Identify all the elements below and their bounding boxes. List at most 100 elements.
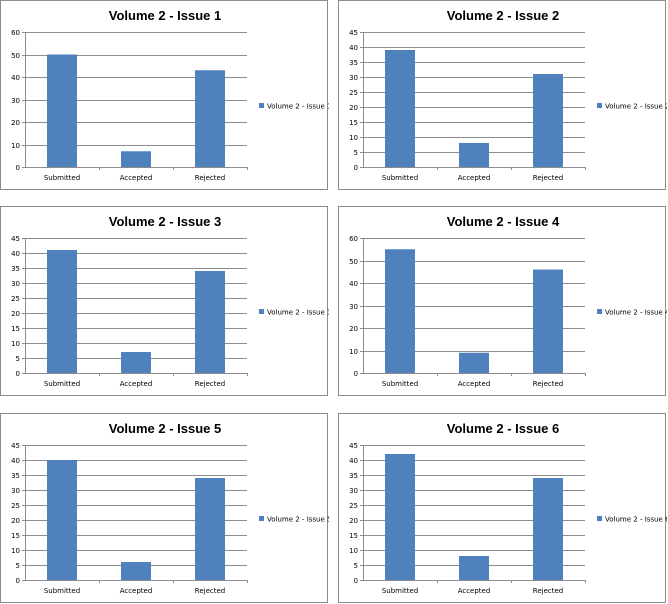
chart-title: Volume 2 - Issue 5 bbox=[109, 421, 221, 436]
y-tick-label: 20 bbox=[11, 119, 20, 127]
x-tick-label: Submitted bbox=[44, 587, 80, 595]
y-tick-label: 25 bbox=[11, 295, 20, 303]
bar-accepted bbox=[459, 352, 489, 373]
y-tick-label: 30 bbox=[11, 280, 20, 288]
y-tick-label: 10 bbox=[11, 340, 20, 348]
y-tick-label: 0 bbox=[354, 577, 358, 585]
y-tick-label: 40 bbox=[349, 280, 358, 288]
y-tick-label: 15 bbox=[11, 532, 20, 540]
y-tick-label: 50 bbox=[349, 258, 358, 266]
bar-chart: Volume 2 - Issue 4 0 10 20 30 40 50 60 Submitted… bbox=[349, 214, 667, 388]
bar-chart: Volume 2 - Issue 5 0 5 10 15 20 25 30 35 40 45 Subm… bbox=[11, 421, 329, 595]
bar-chart: Volume 2 - Issue 3 0 5 10 15 20 25 30 35 40 45 Subm… bbox=[11, 214, 329, 388]
y-tick-label: 40 bbox=[11, 457, 20, 465]
y-tick-label: 35 bbox=[349, 59, 358, 67]
chart-panel: Volume 2 - Issue 5 0 5 10 15 20 25 30 35 40 45 Subm… bbox=[0, 413, 329, 603]
bar-chart: Volume 2 - Issue 2 0 5 10 15 20 25 30 35 40 45 Subm… bbox=[349, 8, 667, 182]
y-tick-label: 30 bbox=[349, 74, 358, 82]
bar-submitted bbox=[47, 54, 77, 167]
y-tick-label: 15 bbox=[349, 119, 358, 127]
y-tick-label: 30 bbox=[349, 303, 358, 311]
legend-label: Volume 2 - Issue 5 bbox=[267, 516, 329, 524]
y-tick-label: 0 bbox=[16, 577, 20, 585]
legend-label: Volume 2 - Issue 2 bbox=[605, 103, 667, 111]
x-tick-label: Submitted bbox=[44, 380, 80, 388]
bar-rejected bbox=[195, 271, 225, 373]
bar-rejected bbox=[533, 269, 563, 373]
x-tick-label: Rejected bbox=[533, 174, 563, 182]
y-tick-label: 60 bbox=[11, 29, 20, 37]
legend-swatch bbox=[597, 516, 602, 521]
legend-label: Volume 2 - Issue 4 bbox=[605, 309, 667, 317]
y-tick-label: 10 bbox=[349, 547, 358, 555]
legend-label: Volume 2 - Issue 3 bbox=[267, 309, 329, 317]
y-tick-label: 0 bbox=[16, 370, 20, 378]
y-tick-label: 0 bbox=[16, 164, 20, 172]
chart-title: Volume 2 - Issue 2 bbox=[447, 8, 559, 23]
bar-accepted bbox=[459, 556, 489, 580]
y-tick-label: 40 bbox=[349, 457, 358, 465]
y-tick-label: 45 bbox=[11, 442, 20, 450]
bar-submitted bbox=[47, 250, 77, 373]
legend: Volume 2 - Issue 3 bbox=[259, 309, 329, 317]
x-tick-label: Rejected bbox=[533, 380, 563, 388]
legend-swatch bbox=[597, 103, 602, 108]
y-tick-label: 20 bbox=[11, 310, 20, 318]
legend: Volume 2 - Issue 5 bbox=[259, 516, 329, 524]
y-tick-label: 35 bbox=[11, 265, 20, 273]
chart-title: Volume 2 - Issue 3 bbox=[109, 214, 221, 229]
chart-panel: Volume 2 - Issue 2 0 5 10 15 20 25 30 35 40 45 Subm… bbox=[338, 0, 667, 190]
bar-accepted bbox=[121, 151, 151, 167]
y-tick-label: 5 bbox=[16, 562, 20, 570]
y-tick-label: 10 bbox=[349, 134, 358, 142]
y-tick-label: 45 bbox=[11, 235, 20, 243]
legend: Volume 2 - Issue 2 bbox=[597, 103, 667, 111]
bar-submitted bbox=[385, 454, 415, 580]
y-tick-label: 30 bbox=[349, 487, 358, 495]
chart-panel: Volume 2 - Issue 4 0 10 20 30 40 50 60 Submitted… bbox=[338, 206, 667, 396]
y-tick-label: 45 bbox=[349, 29, 358, 37]
y-tick-label: 40 bbox=[11, 74, 20, 82]
x-tick-label: Accepted bbox=[120, 174, 153, 182]
chart-title: Volume 2 - Issue 4 bbox=[447, 214, 560, 229]
chart-panel: Volume 2 - Issue 3 0 5 10 15 20 25 30 35 40 45 Subm… bbox=[0, 206, 329, 396]
y-tick-label: 10 bbox=[11, 547, 20, 555]
x-tick-label: Accepted bbox=[458, 174, 491, 182]
y-tick-label: 5 bbox=[354, 562, 358, 570]
y-tick-label: 20 bbox=[11, 517, 20, 525]
y-tick-label: 10 bbox=[11, 142, 20, 150]
chart-title: Volume 2 - Issue 6 bbox=[447, 421, 559, 436]
bar-submitted bbox=[47, 460, 77, 580]
x-tick-label: Rejected bbox=[195, 587, 225, 595]
bar-rejected bbox=[533, 478, 563, 580]
y-tick-label: 40 bbox=[11, 250, 20, 258]
y-tick-label: 35 bbox=[11, 472, 20, 480]
y-tick-label: 5 bbox=[16, 355, 20, 363]
legend: Volume 2 - Issue 1 bbox=[259, 103, 329, 111]
x-tick-label: Submitted bbox=[382, 587, 418, 595]
y-tick-label: 20 bbox=[349, 104, 358, 112]
bar-rejected bbox=[533, 74, 563, 167]
bar-rejected bbox=[195, 478, 225, 580]
legend-swatch bbox=[597, 309, 602, 314]
x-tick-label: Submitted bbox=[382, 174, 418, 182]
y-tick-label: 10 bbox=[349, 348, 358, 356]
y-tick-label: 0 bbox=[354, 164, 358, 172]
y-tick-label: 25 bbox=[349, 89, 358, 97]
y-tick-label: 50 bbox=[11, 52, 20, 60]
bar-submitted bbox=[385, 50, 415, 167]
legend: Volume 2 - Issue 6 bbox=[597, 516, 667, 524]
x-tick-label: Accepted bbox=[458, 380, 491, 388]
x-tick-label: Rejected bbox=[533, 587, 563, 595]
y-tick-label: 30 bbox=[11, 487, 20, 495]
legend: Volume 2 - Issue 4 bbox=[597, 309, 667, 317]
bar-accepted bbox=[459, 143, 489, 167]
bar-chart: Volume 2 - Issue 1 0 10 20 30 40 50 60 Submitted… bbox=[11, 8, 329, 182]
y-tick-label: 25 bbox=[349, 502, 358, 510]
y-tick-label: 35 bbox=[349, 472, 358, 480]
y-tick-label: 40 bbox=[349, 44, 358, 52]
bar-chart: Volume 2 - Issue 6 0 5 10 15 20 25 30 35 40 45 Subm… bbox=[349, 421, 667, 595]
bar-submitted bbox=[385, 249, 415, 373]
bar-rejected bbox=[195, 70, 225, 167]
legend-swatch bbox=[259, 103, 264, 108]
